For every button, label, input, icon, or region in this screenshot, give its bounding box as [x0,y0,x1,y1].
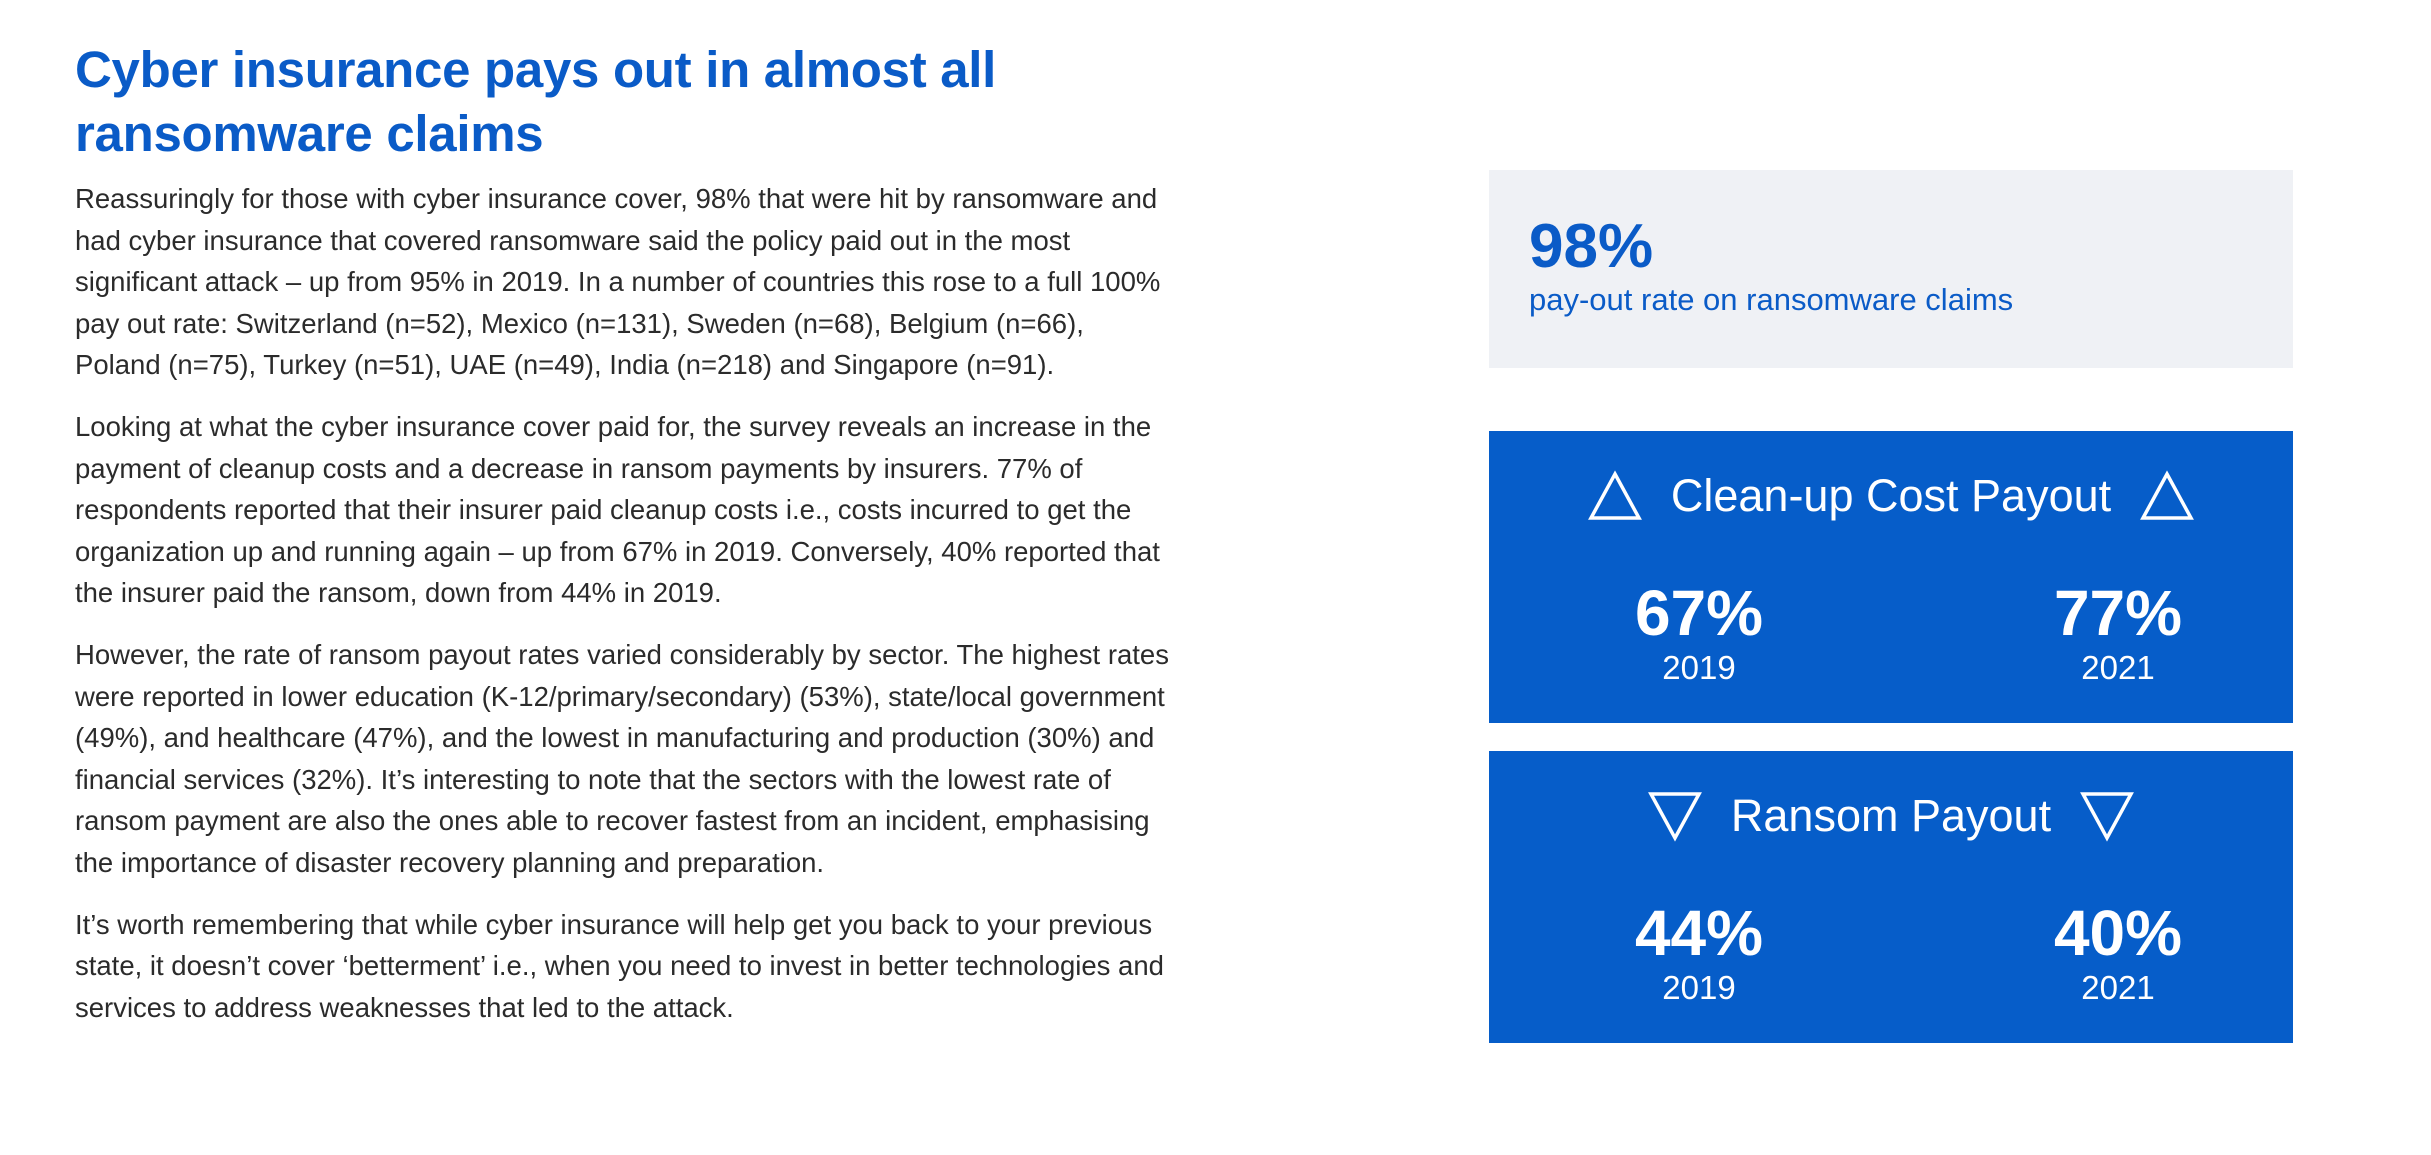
page-title-line-1: Cyber insurance pays out in almost all [75,41,997,98]
cleanup-cost-header: Clean-up Cost Payout [1489,461,2293,531]
page-title-line-2: ransomware claims [75,105,544,162]
triangle-down-icon [2080,792,2135,842]
paragraph-payout-rate: Reassuringly for those with cyber insura… [75,183,1161,381]
cleanup-cost-2021-percent: 77% [2053,577,2183,649]
page-title: Cyber insurance pays out in almost all r… [75,38,1225,166]
triangle-up-icon [1587,470,1642,520]
paragraph-betterment: It’s worth remembering that while cyber … [75,908,1164,1023]
article-body: Reassuringly for those with cyber insura… [75,178,1175,1048]
ransom-payout-2021: 40% 2021 [1988,899,2248,1007]
payout-stat-box: 98% pay-out rate on ransomware claims [1489,170,2293,368]
ransom-payout-2019: 44% 2019 [1569,899,1829,1007]
paragraph-sector-rates: However, the rate of ransom payout rates… [75,638,1169,878]
cleanup-cost-2021-year: 2021 [2081,649,2155,686]
triangle-up-icon [2140,470,2195,520]
payout-stat-label: pay-out rate on ransomware claims [1529,282,2014,317]
ransom-payout-panel: Ransom Payout 44% 2019 40% 2021 [1489,751,2293,1043]
triangle-down-icon [1647,792,1702,842]
ransom-payout-2019-year: 2019 [1662,969,1736,1006]
payout-stat-value: 98% [1529,212,1654,281]
cleanup-cost-panel: Clean-up Cost Payout 67% 2019 77% 2021 [1489,431,2293,723]
cleanup-cost-2019-percent: 67% [1634,577,1764,649]
cleanup-cost-2021: 77% 2021 [1988,579,2248,687]
cleanup-cost-2019: 67% 2019 [1569,579,1829,687]
paragraph-cover-paid-for: Looking at what the cyber insurance cove… [75,410,1160,609]
cleanup-cost-2019-year: 2019 [1662,649,1736,686]
ransom-payout-title: Ransom Payout [1730,790,2052,841]
ransom-payout-2021-year: 2021 [2081,969,2155,1006]
ransom-payout-2019-percent: 44% [1634,897,1764,969]
cleanup-cost-title: Clean-up Cost Payout [1670,470,2112,521]
ransom-payout-header: Ransom Payout [1489,781,2293,851]
ransom-payout-2021-percent: 40% [2053,897,2183,969]
